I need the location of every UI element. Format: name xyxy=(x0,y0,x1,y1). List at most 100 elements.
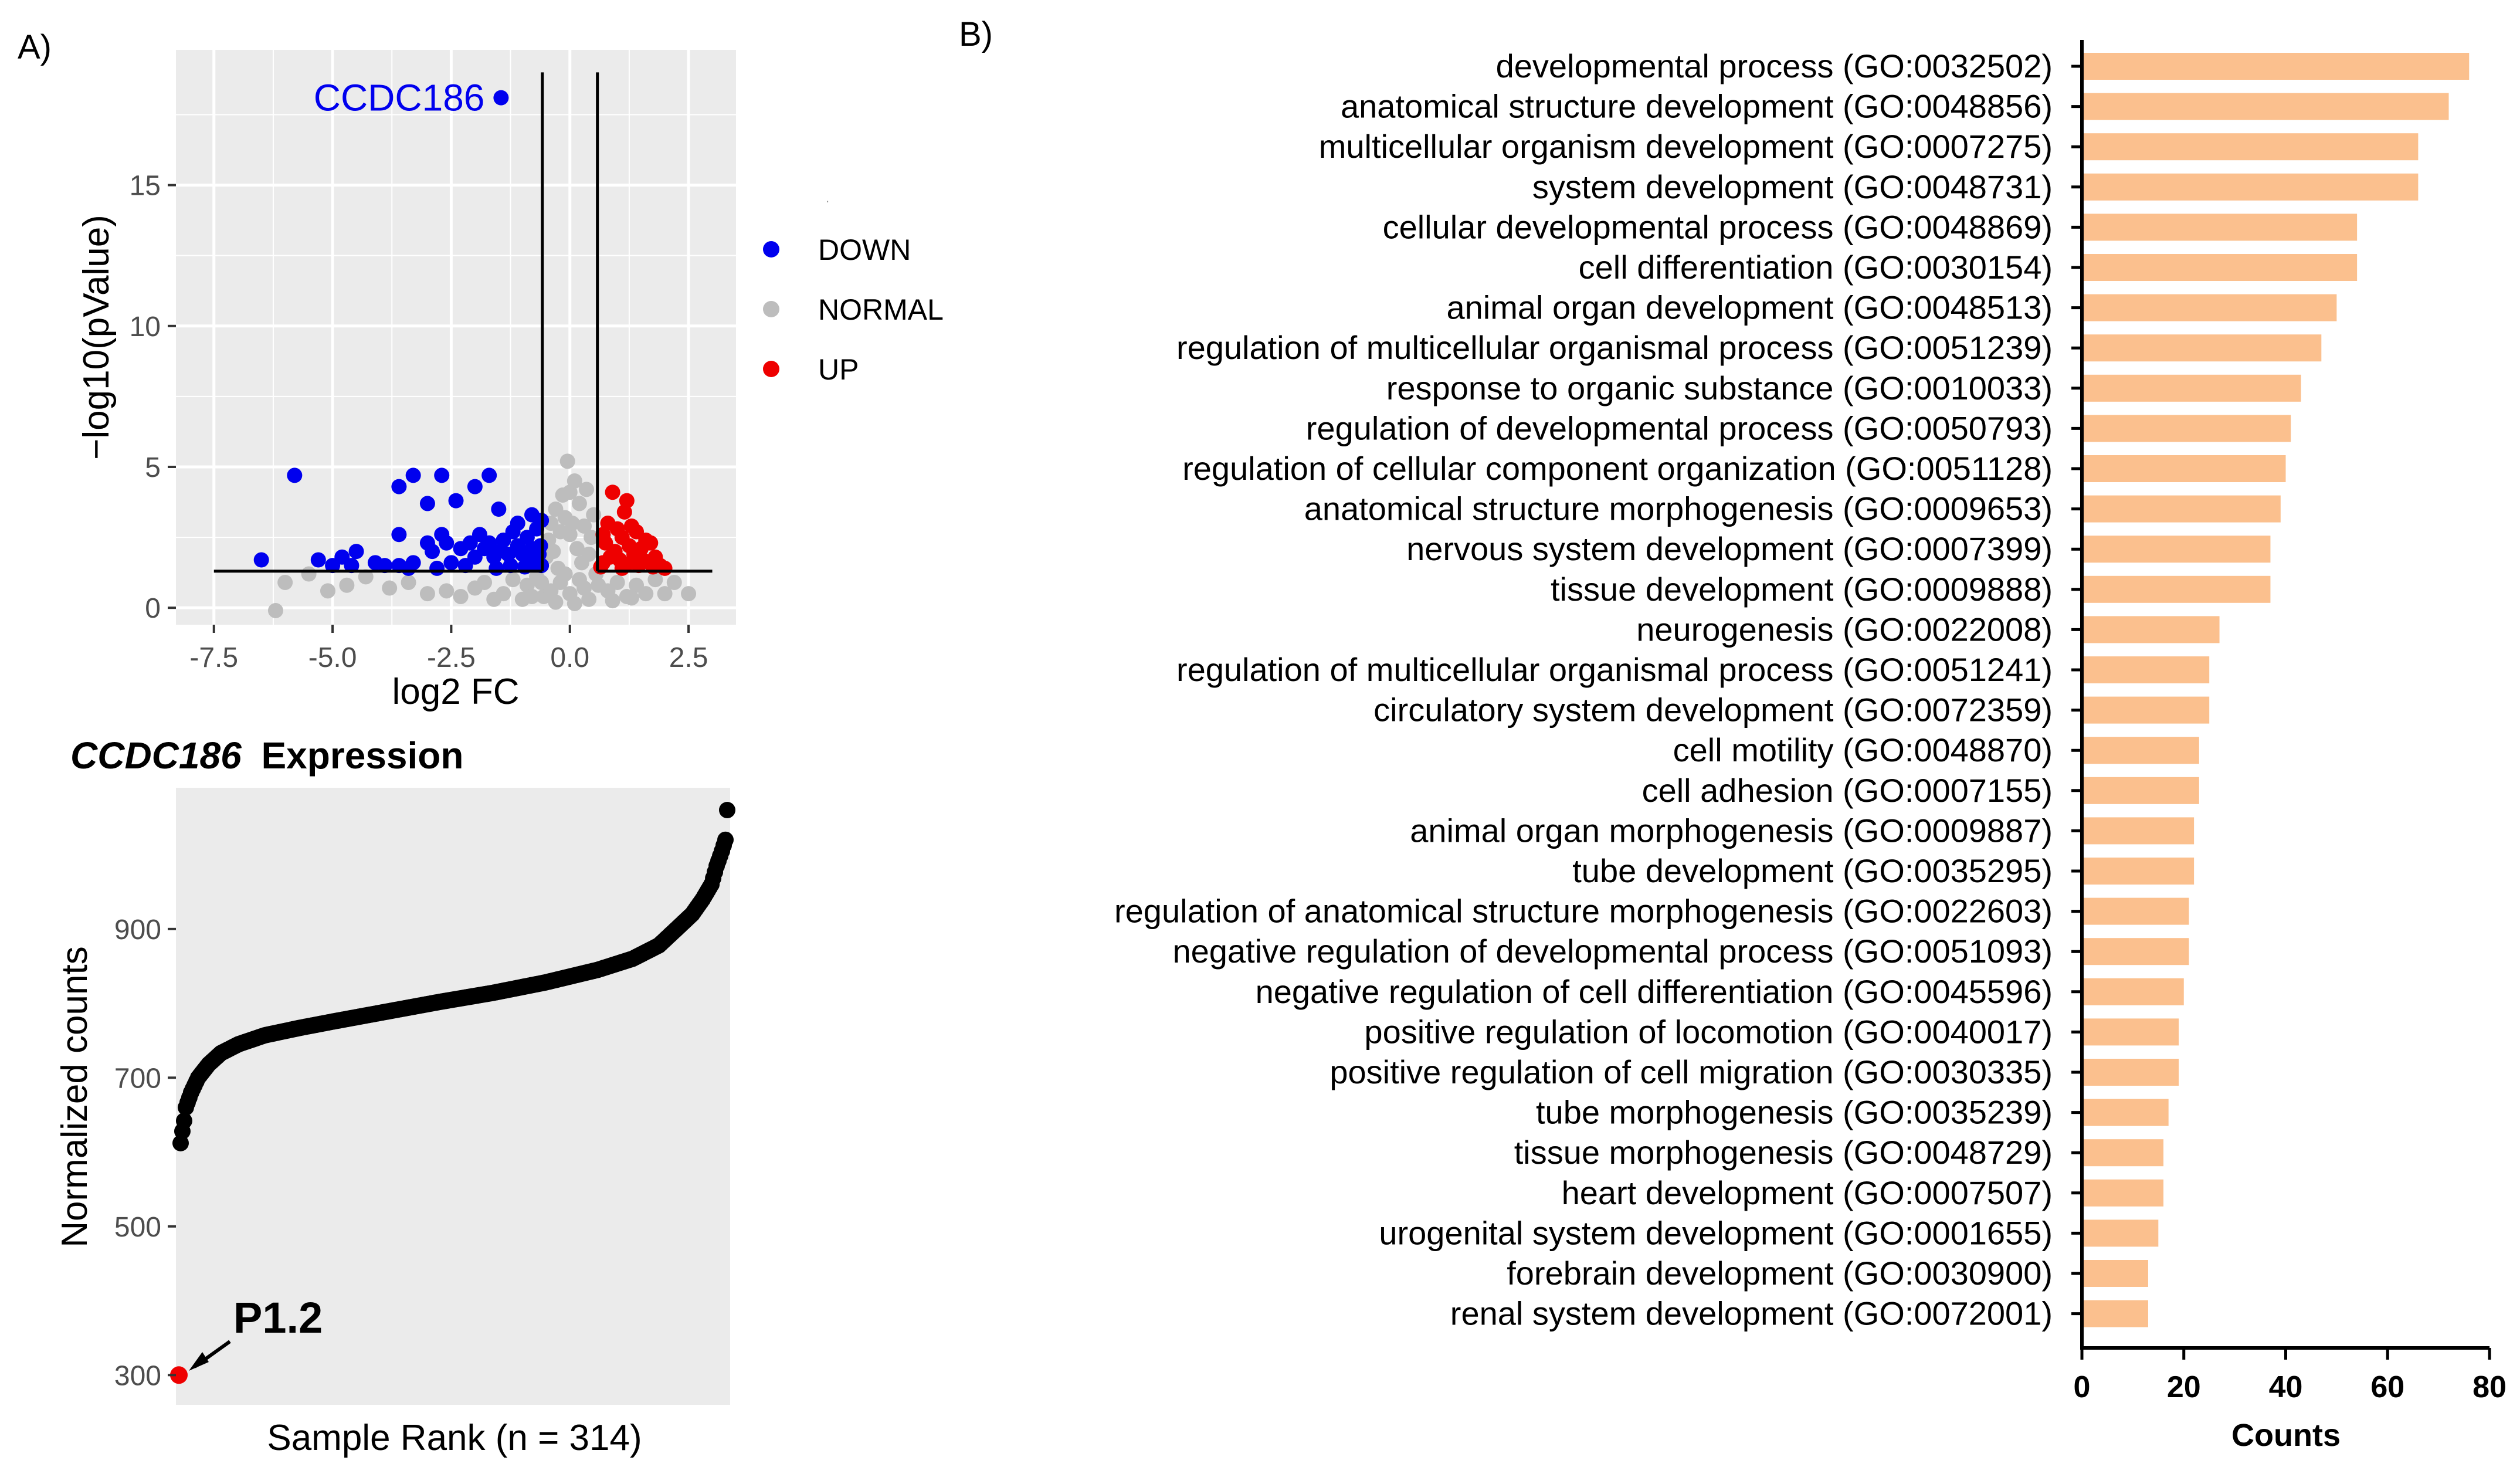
go-bar xyxy=(2084,334,2322,362)
volcano-x-tick-label: -2.5 xyxy=(427,642,476,673)
volcano-point-down xyxy=(325,558,341,574)
go-category-label: regulation of cellular component organiz… xyxy=(1182,450,2053,487)
expression-title-rest: Expression xyxy=(261,734,463,777)
go-bar xyxy=(2084,656,2210,683)
expression-y-tick-label: 300 xyxy=(114,1360,161,1391)
go-category-label: tissue development (GO:0009888) xyxy=(1551,571,2053,608)
volcano-point-normal xyxy=(548,594,564,610)
volcano-point-normal xyxy=(524,588,540,604)
go-bar xyxy=(2084,1018,2179,1046)
go-bar xyxy=(2084,53,2470,80)
volcano-point-normal xyxy=(267,602,283,618)
volcano-plot: -7.5 -5.0 -2.5 0.0 2.5 0 5 10 15 CCDC186 log2 F… xyxy=(76,50,944,712)
legend-key-up xyxy=(763,361,779,377)
volcano-point-normal xyxy=(439,583,455,599)
go-category-label: regulation of anatomical structure morph… xyxy=(1114,893,2053,930)
volcano-point-down xyxy=(401,560,416,576)
expression-y-axis-label: Normalized counts xyxy=(55,946,95,1247)
go-bar xyxy=(2084,777,2199,804)
volcano-point-down xyxy=(448,493,464,509)
volcano-point-normal xyxy=(559,453,575,469)
volcano-point-normal xyxy=(453,588,469,604)
volcano-point-normal xyxy=(557,566,573,582)
volcano-point-normal xyxy=(609,574,625,590)
volcano-point-down xyxy=(439,535,455,551)
go-bar xyxy=(2084,1300,2148,1327)
volcano-point-normal xyxy=(277,574,293,590)
volcano-y-tick-label: 10 xyxy=(130,311,161,343)
volcano-point-normal xyxy=(339,577,355,593)
volcano-point-normal xyxy=(567,595,582,611)
go-category-label: circulatory system development (GO:00723… xyxy=(1373,692,2053,729)
go-category-label: cell motility (GO:0048870) xyxy=(1673,731,2053,768)
go-category-label: neurogenesis (GO:0022008) xyxy=(1636,611,2053,648)
go-bar xyxy=(2084,214,2358,241)
volcano-point-down xyxy=(391,479,407,494)
volcano-point-normal xyxy=(681,586,697,602)
volcano-point-down xyxy=(287,467,303,483)
volcano-x-tick-label: 2.5 xyxy=(669,642,708,673)
go-bar-chart: developmental process (GO:0032502) anatom… xyxy=(1114,40,2507,1453)
volcano-point-down xyxy=(503,558,518,574)
go-category-label: cell adhesion (GO:0007155) xyxy=(1642,772,2053,809)
go-category-label: tube development (GO:0035295) xyxy=(1572,852,2053,889)
go-category-label: renal system development (GO:0072001) xyxy=(1450,1295,2053,1332)
go-bar xyxy=(2084,415,2291,442)
volcano-point-normal xyxy=(584,530,599,546)
go-x-tick-label: 20 xyxy=(2167,1370,2201,1404)
go-category-label: developmental process (GO:0032502) xyxy=(1496,48,2053,84)
panel-a-label: A) xyxy=(18,28,52,66)
volcano-y-tick-label: 5 xyxy=(145,452,161,483)
volcano-y-tick-label: 0 xyxy=(145,593,161,624)
go-bar xyxy=(2084,575,2271,603)
volcano-point-down xyxy=(348,544,364,560)
volcano-point-down xyxy=(310,552,326,568)
expression-y-ticks: 300 500 700 900 xyxy=(114,914,176,1391)
volcano-point-normal xyxy=(320,583,335,599)
go-bar xyxy=(2084,455,2286,482)
go-bar xyxy=(2084,93,2449,120)
go-x-tick-label: 40 xyxy=(2269,1370,2303,1404)
volcano-point-down xyxy=(419,496,435,511)
volcano-threshold-lines xyxy=(213,72,713,573)
go-category-label: regulation of multicellular organismal p… xyxy=(1176,651,2053,688)
volcano-point-down xyxy=(491,502,507,517)
go-category-label: positive regulation of locomotion (GO:00… xyxy=(1364,1013,2053,1050)
go-bar xyxy=(2084,1219,2159,1247)
go-bar xyxy=(2084,938,2189,965)
volcano-point-normal xyxy=(586,507,602,523)
go-category-label: anatomical structure development (GO:004… xyxy=(1341,88,2053,125)
volcano-point-normal xyxy=(401,574,416,590)
go-category-label: tube morphogenesis (GO:0035239) xyxy=(1536,1094,2053,1131)
volcano-point-normal xyxy=(301,566,317,582)
volcano-point-normal xyxy=(638,586,654,602)
volcano-point-normal xyxy=(605,593,620,609)
expression-title: CCDC186 Expression xyxy=(70,734,463,777)
volcano-x-tick-label: -5.0 xyxy=(308,642,357,673)
legend-label-down: DOWN xyxy=(818,233,911,266)
go-bar xyxy=(2084,495,2281,523)
expression-x-axis-label: Sample Rank (n = 314) xyxy=(267,1418,642,1458)
volcano-point-down xyxy=(481,467,497,483)
legend-label-up: UP xyxy=(818,353,859,386)
go-category-label: response to organic substance (GO:001003… xyxy=(1386,370,2053,406)
volcano-point-normal xyxy=(567,473,582,489)
go-category-labels: developmental process (GO:0032502) anatom… xyxy=(1114,48,2082,1332)
volcano-points xyxy=(253,90,697,618)
volcano-gene-annotation: CCDC186 xyxy=(314,77,485,119)
go-bar xyxy=(2084,254,2358,281)
go-bar xyxy=(2084,616,2220,643)
go-bar xyxy=(2084,1139,2163,1167)
volcano-point-down xyxy=(253,552,269,568)
go-x-axis-label: Counts xyxy=(2231,1418,2341,1453)
go-category-label: animal organ morphogenesis (GO:0009887) xyxy=(1410,812,2053,849)
volcano-x-tick-label: 0.0 xyxy=(550,642,589,673)
go-category-label: cell differentiation (GO:0030154) xyxy=(1579,249,2053,286)
go-bar xyxy=(2084,536,2271,563)
volcano-point-normal xyxy=(647,572,663,588)
volcano-point-normal xyxy=(569,541,585,557)
volcano-legend: . DOWN NORMAL UP xyxy=(763,191,944,386)
go-x-tick-label: 0 xyxy=(2074,1370,2091,1404)
go-bar xyxy=(2084,737,2199,764)
